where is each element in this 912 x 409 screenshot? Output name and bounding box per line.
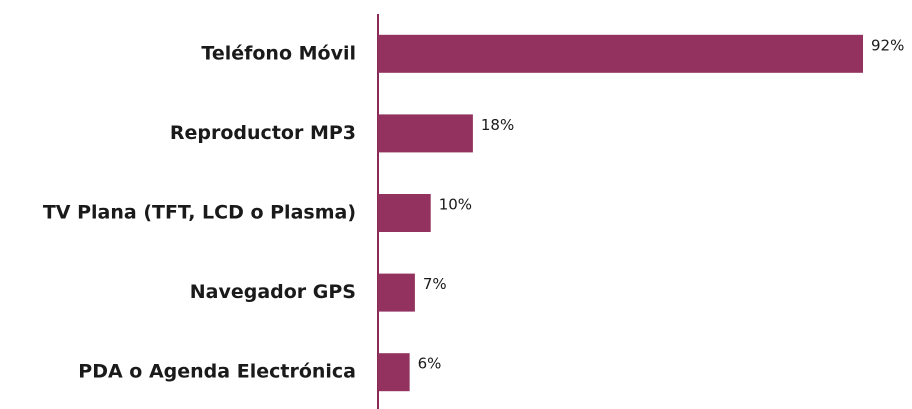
bar [378,194,431,232]
value-label: 92% [871,36,904,54]
category-label: PDA o Agenda Electrónica [78,361,356,383]
bar [378,273,415,312]
value-label: 6% [418,355,442,373]
value-label: 10% [439,196,472,214]
value-label: 18% [481,116,514,134]
category-label: Navegador GPS [190,281,356,303]
bar [378,34,863,73]
category-label: Reproductor MP3 [170,122,356,144]
bar [378,114,473,153]
value-label: 7% [423,275,447,293]
bar [378,353,410,392]
category-label: TV Plana (TFT, LCD o Plasma) [43,202,356,224]
category-label: Teléfono Móvil [201,42,356,64]
